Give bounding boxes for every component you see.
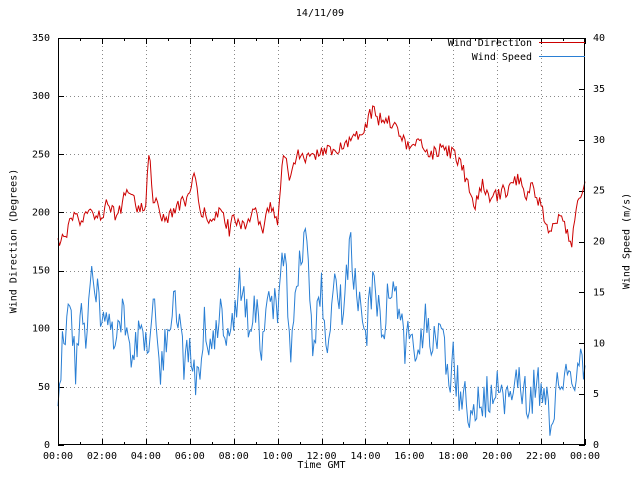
y2-tick-label: 15 — [593, 287, 605, 298]
legend-label-wind-direction: Wind Direction — [448, 38, 532, 49]
x-axis-label: Time GMT — [297, 460, 346, 471]
tick-labels: 00:00 02:00 04:00 06:00 08:00 10:00 12:00 14:00… — [32, 33, 605, 462]
y-tick-label: 250 — [32, 149, 50, 160]
y-tick-label: 300 — [32, 91, 50, 102]
x-tick-label: 20:00 — [482, 451, 512, 462]
x-tick-label: 12:00 — [306, 451, 336, 462]
y2-tick-label: 40 — [593, 33, 605, 44]
series-wind-direction — [57, 105, 586, 248]
x-tick-label: 04:00 — [131, 451, 161, 462]
x-tick-label: 16:00 — [394, 451, 424, 462]
y-tick-label: 0 — [44, 440, 50, 451]
chart-title: 14/11/09 — [295, 8, 345, 19]
x-tick-label: 18:00 — [438, 451, 468, 462]
x-tick-label: 08:00 — [219, 451, 249, 462]
y2-tick-label: 35 — [593, 84, 605, 95]
legend-label-wind-speed: Wind Speed — [472, 52, 532, 63]
series-wind-speed — [57, 226, 586, 436]
y2-tick-label: 0 — [593, 440, 599, 451]
y-tick-label: 200 — [32, 207, 50, 218]
plot-border — [58, 38, 585, 445]
y-tick-label: 50 — [38, 382, 50, 393]
x-tick-label: 14:00 — [350, 451, 380, 462]
y2-axis-label: Wind Speed (m/s) — [621, 192, 633, 290]
x-tick-label: 06:00 — [175, 451, 205, 462]
x-tick-label: 02:00 — [87, 451, 117, 462]
x-tick-label: 10:00 — [263, 451, 293, 462]
grid-lines — [58, 38, 585, 445]
y2-tick-label: 30 — [593, 135, 605, 146]
y2-tick-label: 20 — [593, 237, 605, 248]
y2-tick-label: 25 — [593, 186, 605, 197]
legend: Wind Direction Wind Speed — [448, 38, 585, 63]
y2-tick-label: 5 — [593, 389, 599, 400]
axis-ticks — [58, 38, 586, 446]
x-tick-label: 00:00 — [43, 451, 73, 462]
y-tick-label: 100 — [32, 324, 50, 335]
x-tick-label: 00:00 — [570, 451, 600, 462]
y-tick-label: 150 — [32, 266, 50, 277]
x-tick-label: 22:00 — [526, 451, 556, 462]
y-axis-label: Wind Direction (Degrees) — [8, 168, 20, 314]
y-tick-label: 350 — [32, 33, 50, 44]
y2-tick-label: 10 — [593, 338, 605, 349]
